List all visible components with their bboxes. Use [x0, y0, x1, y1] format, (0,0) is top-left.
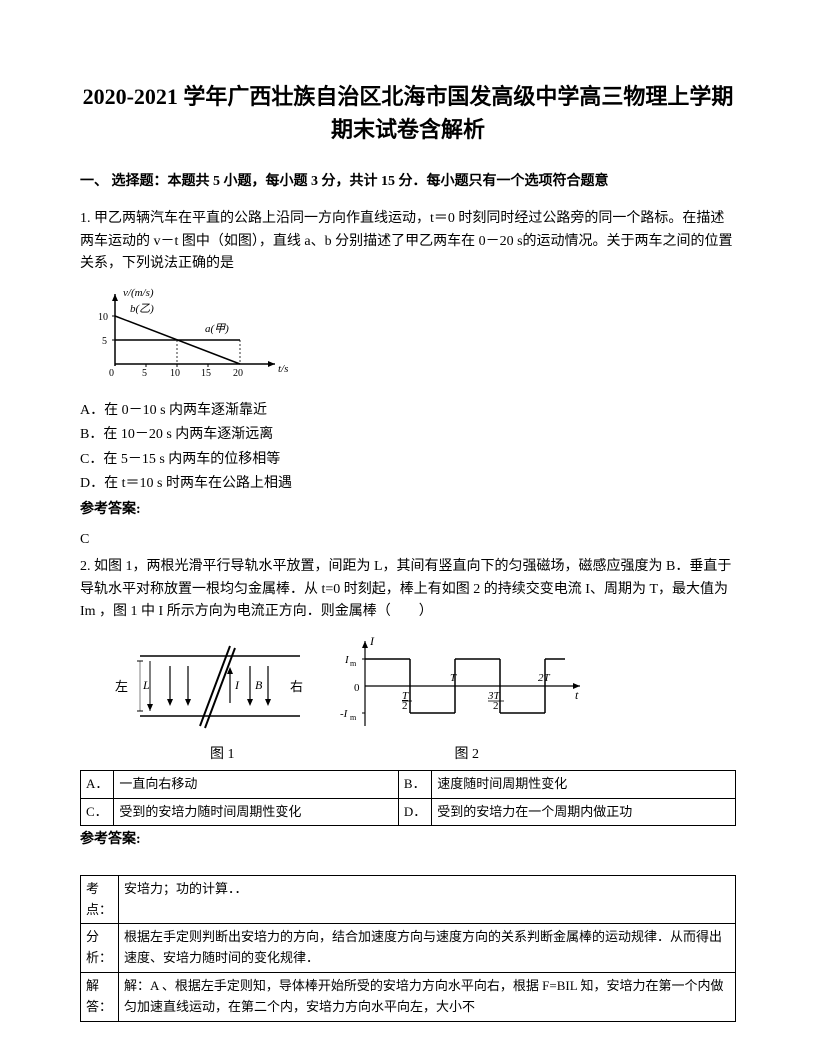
- svg-text:10: 10: [98, 312, 108, 323]
- section-header: 一、 选择题：本题共 5 小题，每小题 3 分，共计 15 分．每小题只有一个选…: [80, 171, 736, 193]
- svg-text:2: 2: [402, 700, 408, 712]
- q2-opt-a-text: 一直向右移动: [114, 770, 399, 798]
- q2-figure2-svg: I t 0 I m -I m T 2 T 3T 2 2T: [340, 631, 590, 736]
- svg-text:I: I: [234, 678, 240, 692]
- q2-opt-d-key: D．: [398, 798, 431, 826]
- svg-text:v/(m/s): v/(m/s): [123, 287, 154, 299]
- svg-text:t/s: t/s: [278, 363, 288, 375]
- question-1: 1. 甲乙两辆汽车在平直的公路上沿同一方向作直线运动，t＝0 时刻同时经过公路旁…: [80, 208, 736, 551]
- q2-opt-b-key: B．: [398, 770, 431, 798]
- q2-opt-a-key: A．: [81, 770, 114, 798]
- svg-text:T: T: [450, 672, 457, 684]
- vt-chart-svg: v/(m/s) t/s 5 10 0 5 10 15 20 b(乙) a(甲): [90, 284, 290, 384]
- q2-options-table: A． 一直向右移动 B． 速度随时间周期性变化 C． 受到的安培力随时间周期性变…: [80, 770, 736, 827]
- svg-text:2T: 2T: [538, 672, 551, 684]
- svg-text:0: 0: [109, 368, 114, 379]
- analysis-table: 考点： 安培力；功的计算．． 分析： 根据左手定则判断出安培力的方向，结合加速度…: [80, 875, 736, 1022]
- q1-option-c: C．在 5－15 s 内两车的位移相等: [80, 449, 736, 471]
- analysis-label-2: 解答：: [81, 973, 119, 1022]
- q2-opt-c-text: 受到的安培力随时间周期性变化: [114, 798, 399, 826]
- svg-text:m: m: [350, 659, 357, 668]
- svg-text:0: 0: [354, 682, 360, 694]
- analysis-label-1: 分析：: [81, 924, 119, 973]
- analysis-text-0: 安培力；功的计算．．: [119, 875, 736, 924]
- q1-option-b: B．在 10－20 s 内两车逐渐远离: [80, 424, 736, 446]
- question-1-text: 1. 甲乙两辆汽车在平直的公路上沿同一方向作直线运动，t＝0 时刻同时经过公路旁…: [80, 208, 736, 275]
- svg-text:-I: -I: [340, 708, 349, 720]
- svg-text:I: I: [369, 634, 375, 648]
- svg-text:L: L: [142, 678, 150, 692]
- q1-option-d: D．在 t＝10 s 时两车在公路上相遇: [80, 473, 736, 495]
- svg-text:t: t: [575, 688, 579, 702]
- figure-label-2: 图 2: [455, 744, 480, 766]
- figure-label-1: 图 1: [210, 744, 235, 766]
- q1-answer: C: [80, 529, 736, 551]
- analysis-text-2: 解：A 、根据左手定则知，导体棒开始所受的安培力方向水平向右，根据 F=BIL …: [119, 973, 736, 1022]
- q2-opt-b-text: 速度随时间周期性变化: [432, 770, 736, 798]
- q2-figures: 左 右 L I B I t 0: [80, 631, 736, 736]
- svg-text:右: 右: [290, 679, 303, 694]
- svg-text:5: 5: [142, 368, 147, 379]
- svg-text:10: 10: [170, 368, 180, 379]
- svg-text:5: 5: [102, 336, 107, 347]
- table-row: 解答： 解：A 、根据左手定则知，导体棒开始所受的安培力方向水平向右，根据 F=…: [81, 973, 736, 1022]
- question-2: 2. 如图 1，两根光滑平行导轨水平放置，间距为 L，其间有竖直向下的匀强磁场，…: [80, 556, 736, 852]
- svg-text:左: 左: [115, 679, 128, 694]
- table-row: 分析： 根据左手定则判断出安培力的方向，结合加速度方向与速度方向的关系判断金属棒…: [81, 924, 736, 973]
- analysis-label-0: 考点：: [81, 875, 119, 924]
- q2-opt-c-key: C．: [81, 798, 114, 826]
- q1-options: A．在 0－10 s 内两车逐渐靠近 B．在 10－20 s 内两车逐渐远离 C…: [80, 400, 736, 496]
- q1-answer-label: 参考答案:: [80, 499, 736, 521]
- table-row: 考点： 安培力；功的计算．．: [81, 875, 736, 924]
- svg-text:2: 2: [493, 700, 499, 712]
- svg-text:b(乙): b(乙): [130, 303, 154, 315]
- svg-text:20: 20: [233, 368, 243, 379]
- q2-figure1-svg: 左 右 L I B: [110, 631, 310, 736]
- question-2-text: 2. 如图 1，两根光滑平行导轨水平放置，间距为 L，其间有竖直向下的匀强磁场，…: [80, 556, 736, 623]
- q1-option-a: A．在 0－10 s 内两车逐渐靠近: [80, 400, 736, 422]
- page-title: 2020-2021 学年广西壮族自治区北海市国发高级中学高三物理上学期期末试卷含…: [80, 80, 736, 146]
- analysis-text-1: 根据左手定则判断出安培力的方向，结合加速度方向与速度方向的关系判断金属棒的运动规…: [119, 924, 736, 973]
- figure-labels: 图 1 图 2: [80, 744, 736, 766]
- q2-answer-label: 参考答案:: [80, 829, 736, 851]
- svg-text:m: m: [350, 713, 357, 722]
- svg-text:B: B: [255, 678, 263, 692]
- svg-text:a(甲): a(甲): [205, 323, 229, 335]
- q1-chart: v/(m/s) t/s 5 10 0 5 10 15 20 b(乙) a(甲): [80, 284, 736, 392]
- q2-opt-d-text: 受到的安培力在一个周期内做正功: [432, 798, 736, 826]
- svg-text:15: 15: [201, 368, 211, 379]
